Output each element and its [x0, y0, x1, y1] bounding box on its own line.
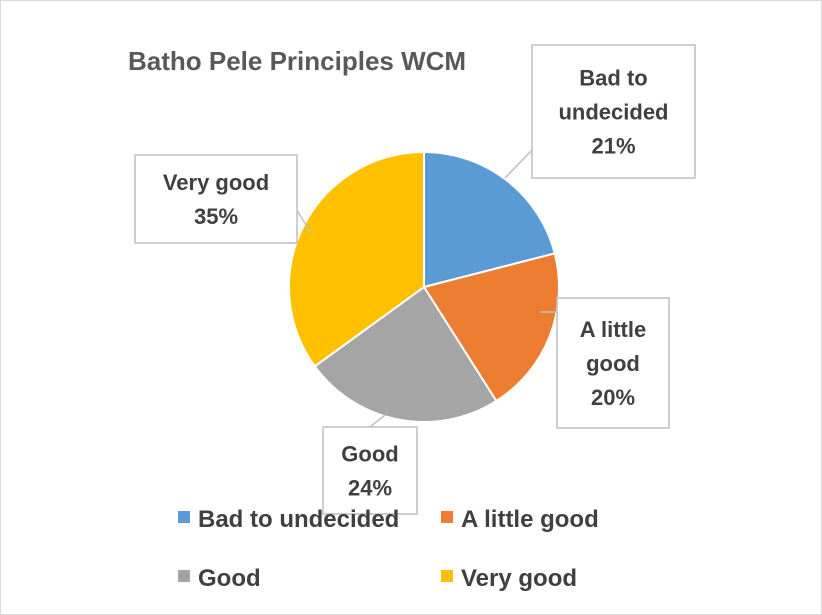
legend-label: Very good: [461, 565, 577, 592]
legend-swatch: [178, 570, 190, 582]
pie-slice-good: [313, 285, 498, 423]
pie-slice-a-little-good: [422, 252, 560, 403]
callout-box: [556, 297, 670, 429]
callout-leaders: [296, 149, 557, 428]
callout-good: Good 24%: [322, 426, 418, 515]
legend-swatch: [441, 511, 453, 523]
legend-label: A little good: [461, 506, 599, 533]
legend-swatch: [178, 511, 190, 523]
data-label-callouts: Bad to undecided 21% A little good 20% Good 24%…: [134, 44, 696, 515]
legend: Bad to undecided A little good Good Very go…: [178, 506, 599, 592]
data-label-line: 35%: [194, 204, 238, 229]
legend-swatch: [441, 570, 453, 582]
data-label-line: undecided: [558, 100, 668, 125]
callout-very-good: Very good 35%: [134, 154, 298, 244]
pie-slice-bad-to-undecided: [423, 150, 556, 289]
data-label-line: Good: [341, 442, 398, 467]
data-label-line: 20%: [591, 385, 635, 410]
legend-item-bad-to-undecided: Bad to undecided: [178, 506, 399, 533]
pie-slices: [288, 150, 560, 423]
chart-title: Batho Pele Principles WCM: [128, 46, 466, 76]
data-label-line: Very good: [163, 170, 269, 195]
legend-label: Bad to undecided: [198, 506, 399, 533]
leader-line-very-good: [296, 209, 311, 233]
legend-item-very-good: Very good: [441, 565, 577, 592]
leader-line-bad-to-undecided: [504, 149, 533, 179]
callout-a-little-good: A little good 20%: [556, 297, 670, 429]
data-label-line: 21%: [591, 134, 635, 159]
data-label-line: 24%: [348, 476, 392, 501]
legend-item-a-little-good: A little good: [441, 506, 599, 533]
data-label-line: A little: [580, 317, 646, 342]
callout-box: [531, 44, 696, 179]
data-label-line: Bad to: [579, 66, 647, 91]
data-label-line: good: [586, 351, 640, 376]
pie-slice-very-good: [288, 150, 425, 368]
legend-label: Good: [198, 565, 261, 592]
callout-bad-to-undecided: Bad to undecided 21%: [531, 44, 696, 179]
legend-item-good: Good: [178, 565, 261, 592]
leader-line-good: [369, 414, 386, 428]
callout-box: [134, 154, 298, 244]
callout-box: [322, 426, 418, 515]
